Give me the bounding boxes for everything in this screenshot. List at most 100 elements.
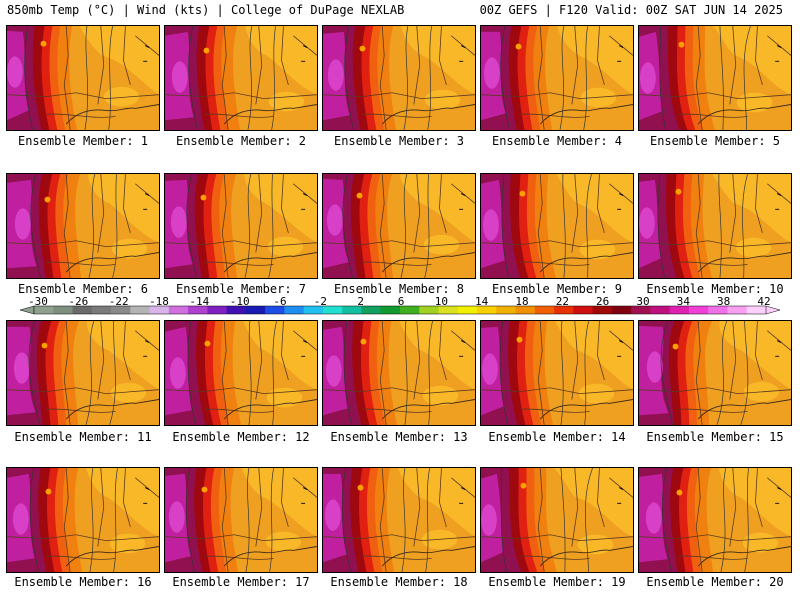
colorbar-swatch <box>457 306 478 314</box>
colorbar-swatch <box>400 306 420 314</box>
ensemble-member-label: Ensemble Member: 7 <box>175 282 307 296</box>
colorbar-swatch <box>534 306 555 314</box>
ensemble-member-label: Ensemble Member: 10 <box>646 282 784 296</box>
colorbar-swatch <box>650 306 671 314</box>
temperature-map <box>481 26 633 130</box>
colorbar-swatch <box>515 306 536 314</box>
member-map-panel <box>480 173 634 279</box>
member-map-panel <box>322 467 476 573</box>
temperature-map <box>481 468 633 572</box>
colorbar-tick-label: -22 <box>109 296 129 308</box>
colorbar-swatch <box>53 306 73 314</box>
temperature-map <box>165 26 317 130</box>
ensemble-member-label: Ensemble Member: 20 <box>646 575 784 589</box>
colorbar-swatch <box>149 306 170 314</box>
ensemble-member-label: Ensemble Member: 16 <box>14 575 152 589</box>
ensemble-member-label: Ensemble Member: 1 <box>17 134 149 148</box>
temperature-map <box>165 468 317 572</box>
colorbar-swatch <box>265 306 285 314</box>
colorbar-tick-label: -10 <box>230 296 250 308</box>
temperature-map <box>165 174 317 278</box>
colorbar-tick-label: 26 <box>596 296 609 308</box>
member-map-panel <box>6 173 160 279</box>
colorbar-swatch <box>419 306 439 314</box>
temperature-map <box>639 174 791 278</box>
temperature-map <box>639 26 791 130</box>
temperature-map <box>323 174 475 278</box>
colorbar-swatch <box>226 306 247 314</box>
member-map-panel <box>6 320 160 426</box>
colorbar-swatch <box>303 306 324 314</box>
colorbar-tick-label: 18 <box>515 296 528 308</box>
ensemble-member-label: Ensemble Member: 4 <box>491 134 623 148</box>
colorbar-swatch <box>322 306 343 314</box>
colorbar-swatch <box>207 306 228 314</box>
member-map-panel <box>164 25 318 131</box>
member-map-panel <box>322 320 476 426</box>
member-map-panel <box>480 320 634 426</box>
colorbar-swatch <box>168 306 189 314</box>
member-map-panel <box>6 467 160 573</box>
run-info: 00Z GEFS | F120 Valid: 00Z SAT JUN 14 20… <box>479 3 783 17</box>
colorbar-tick-label: -26 <box>68 296 88 308</box>
ensemble-member-label: Ensemble Member: 8 <box>333 282 465 296</box>
colorbar-tick-label: 10 <box>435 296 448 308</box>
temperature-map <box>165 321 317 425</box>
colorbar-swatch <box>688 306 709 314</box>
ensemble-member-label: Ensemble Member: 11 <box>14 430 152 444</box>
temperature-map <box>639 321 791 425</box>
member-map-panel <box>638 173 792 279</box>
colorbar-tick-label: 22 <box>556 296 569 308</box>
colorbar-swatch <box>342 306 362 314</box>
colorbar-tick-label: 14 <box>475 296 489 308</box>
colorbar-swatch <box>496 306 516 314</box>
ensemble-member-label: Ensemble Member: 18 <box>330 575 468 589</box>
colorbar-tick-label: -6 <box>273 296 286 308</box>
member-map-panel <box>164 320 318 426</box>
ensemble-member-label: Ensemble Member: 9 <box>491 282 623 296</box>
temperature-map <box>481 321 633 425</box>
colorbar-swatch <box>380 306 401 314</box>
colorbar-swatch <box>361 306 382 314</box>
member-map-panel <box>164 173 318 279</box>
temperature-map <box>481 174 633 278</box>
colorbar-tick-label: 34 <box>677 296 691 308</box>
temperature-map <box>7 468 159 572</box>
colorbar-swatch <box>746 306 767 314</box>
colorbar-swatch <box>72 306 93 314</box>
temperature-map <box>323 321 475 425</box>
ensemble-member-label: Ensemble Member: 6 <box>17 282 149 296</box>
ensemble-member-label: Ensemble Member: 17 <box>172 575 310 589</box>
member-map-panel <box>480 25 634 131</box>
member-map-panel <box>322 25 476 131</box>
colorbar-swatch <box>438 306 459 314</box>
ensemble-member-label: Ensemble Member: 14 <box>488 430 626 444</box>
temperature-map <box>7 321 159 425</box>
colorbar-swatch <box>245 306 266 314</box>
member-map-panel <box>638 25 792 131</box>
member-map-panel <box>164 467 318 573</box>
colorbar-tick-label: 30 <box>636 296 649 308</box>
colorbar-tick-label: 42 <box>757 296 770 308</box>
colorbar-swatch <box>91 306 112 314</box>
ensemble-member-label: Ensemble Member: 15 <box>646 430 784 444</box>
colorbar-swatch <box>554 306 574 314</box>
colorbar-tick-label: 6 <box>398 296 405 308</box>
ensemble-member-label: Ensemble Member: 3 <box>333 134 465 148</box>
temperature-map <box>323 468 475 572</box>
member-map-panel <box>638 467 792 573</box>
colorbar-swatch <box>631 306 651 314</box>
ensemble-member-label: Ensemble Member: 13 <box>330 430 468 444</box>
colorbar-tick-label: 38 <box>717 296 730 308</box>
temperature-map <box>323 26 475 130</box>
colorbar-swatch <box>708 306 728 314</box>
member-map-panel <box>322 173 476 279</box>
temperature-map <box>7 174 159 278</box>
member-map-panel <box>6 25 160 131</box>
colorbar-tick-label: -18 <box>149 296 169 308</box>
colorbar-swatch <box>284 306 305 314</box>
colorbar-swatch <box>573 306 594 314</box>
colorbar-swatch <box>669 306 690 314</box>
colorbar-swatch <box>34 306 54 314</box>
colorbar-tick-label: -30 <box>28 296 48 308</box>
